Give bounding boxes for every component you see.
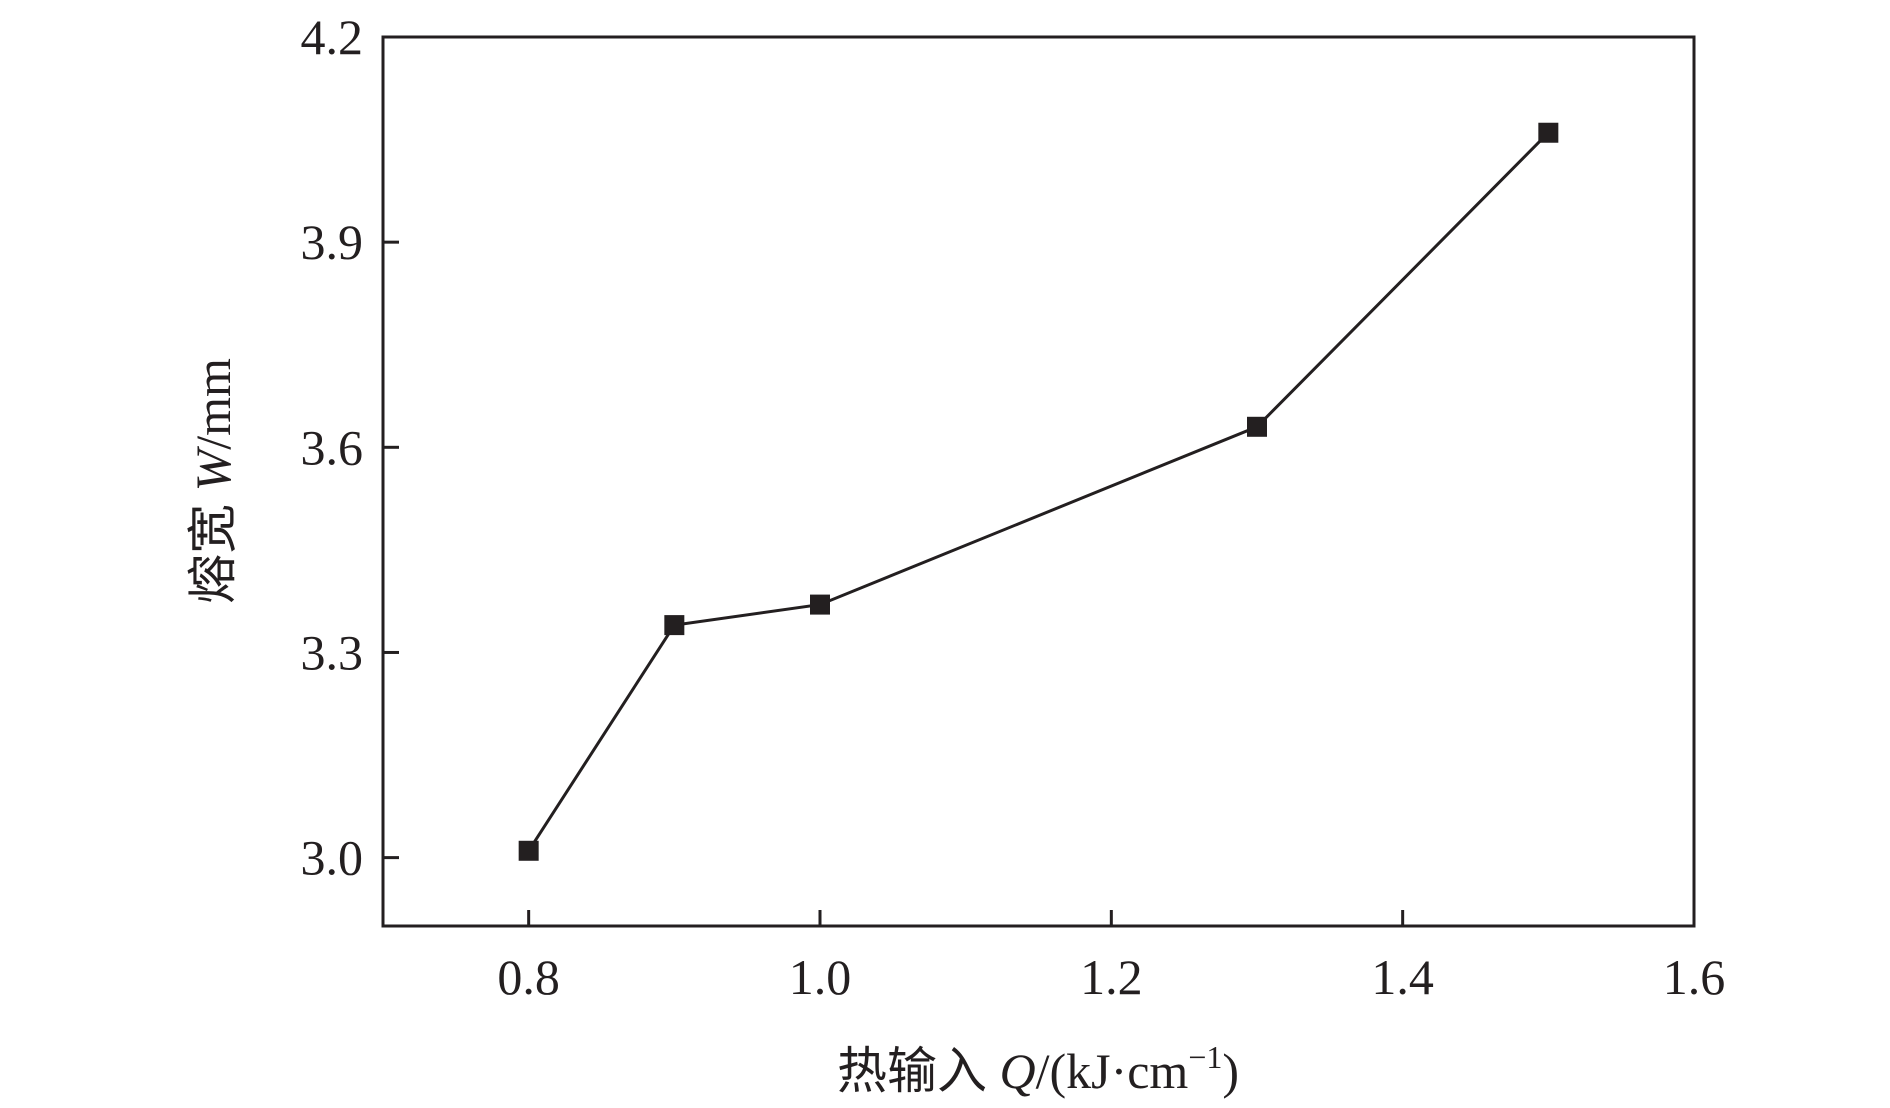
series-line [527, 131, 1550, 852]
x-tick-label: 1.6 [1663, 949, 1726, 1005]
data-point-marker [1247, 416, 1267, 437]
y-axis-title: 熔宽 W/mm [185, 358, 241, 604]
y-tick-label: 3.3 [301, 624, 364, 680]
data-series [518, 122, 1559, 861]
x-axis-title-close: ) [1222, 1043, 1239, 1099]
y-tick-label: 3.0 [301, 830, 364, 886]
x-tick-label: 1.2 [1080, 949, 1143, 1005]
data-point-marker [518, 840, 539, 861]
y-axis-title-unit: /mm [185, 358, 241, 450]
x-tick-label: 1.4 [1371, 949, 1434, 1005]
data-point-marker [664, 615, 685, 636]
data-point-marker [1538, 122, 1559, 143]
y-axis-ticks: 3.0 3.3 3.6 3.9 4.2 [301, 9, 399, 886]
y-axis-title-var: W [185, 445, 241, 491]
y-tick-label: 3.9 [301, 214, 364, 270]
x-tick-label: 0.8 [497, 949, 560, 1005]
x-axis-ticks: 0.8 1.0 1.2 1.4 1.6 [497, 910, 1725, 1005]
y-tick-label: 4.2 [301, 9, 364, 65]
x-axis-title-var: Q [999, 1043, 1035, 1099]
y-tick-label: 3.6 [301, 419, 364, 475]
x-tick-label: 1.0 [789, 949, 852, 1005]
data-point-marker [810, 594, 830, 615]
y-axis-title-prefix: 熔宽 [185, 491, 241, 604]
x-axis-title-sup: −1 [1188, 1039, 1222, 1075]
x-axis-title-unit: /(kJ·cm [1036, 1043, 1189, 1099]
x-axis-title: 热输入 Q/(kJ·cm−1) [837, 1039, 1239, 1099]
x-axis-title-prefix: 热输入 [837, 1043, 1000, 1099]
plot-frame [381, 35, 1696, 928]
